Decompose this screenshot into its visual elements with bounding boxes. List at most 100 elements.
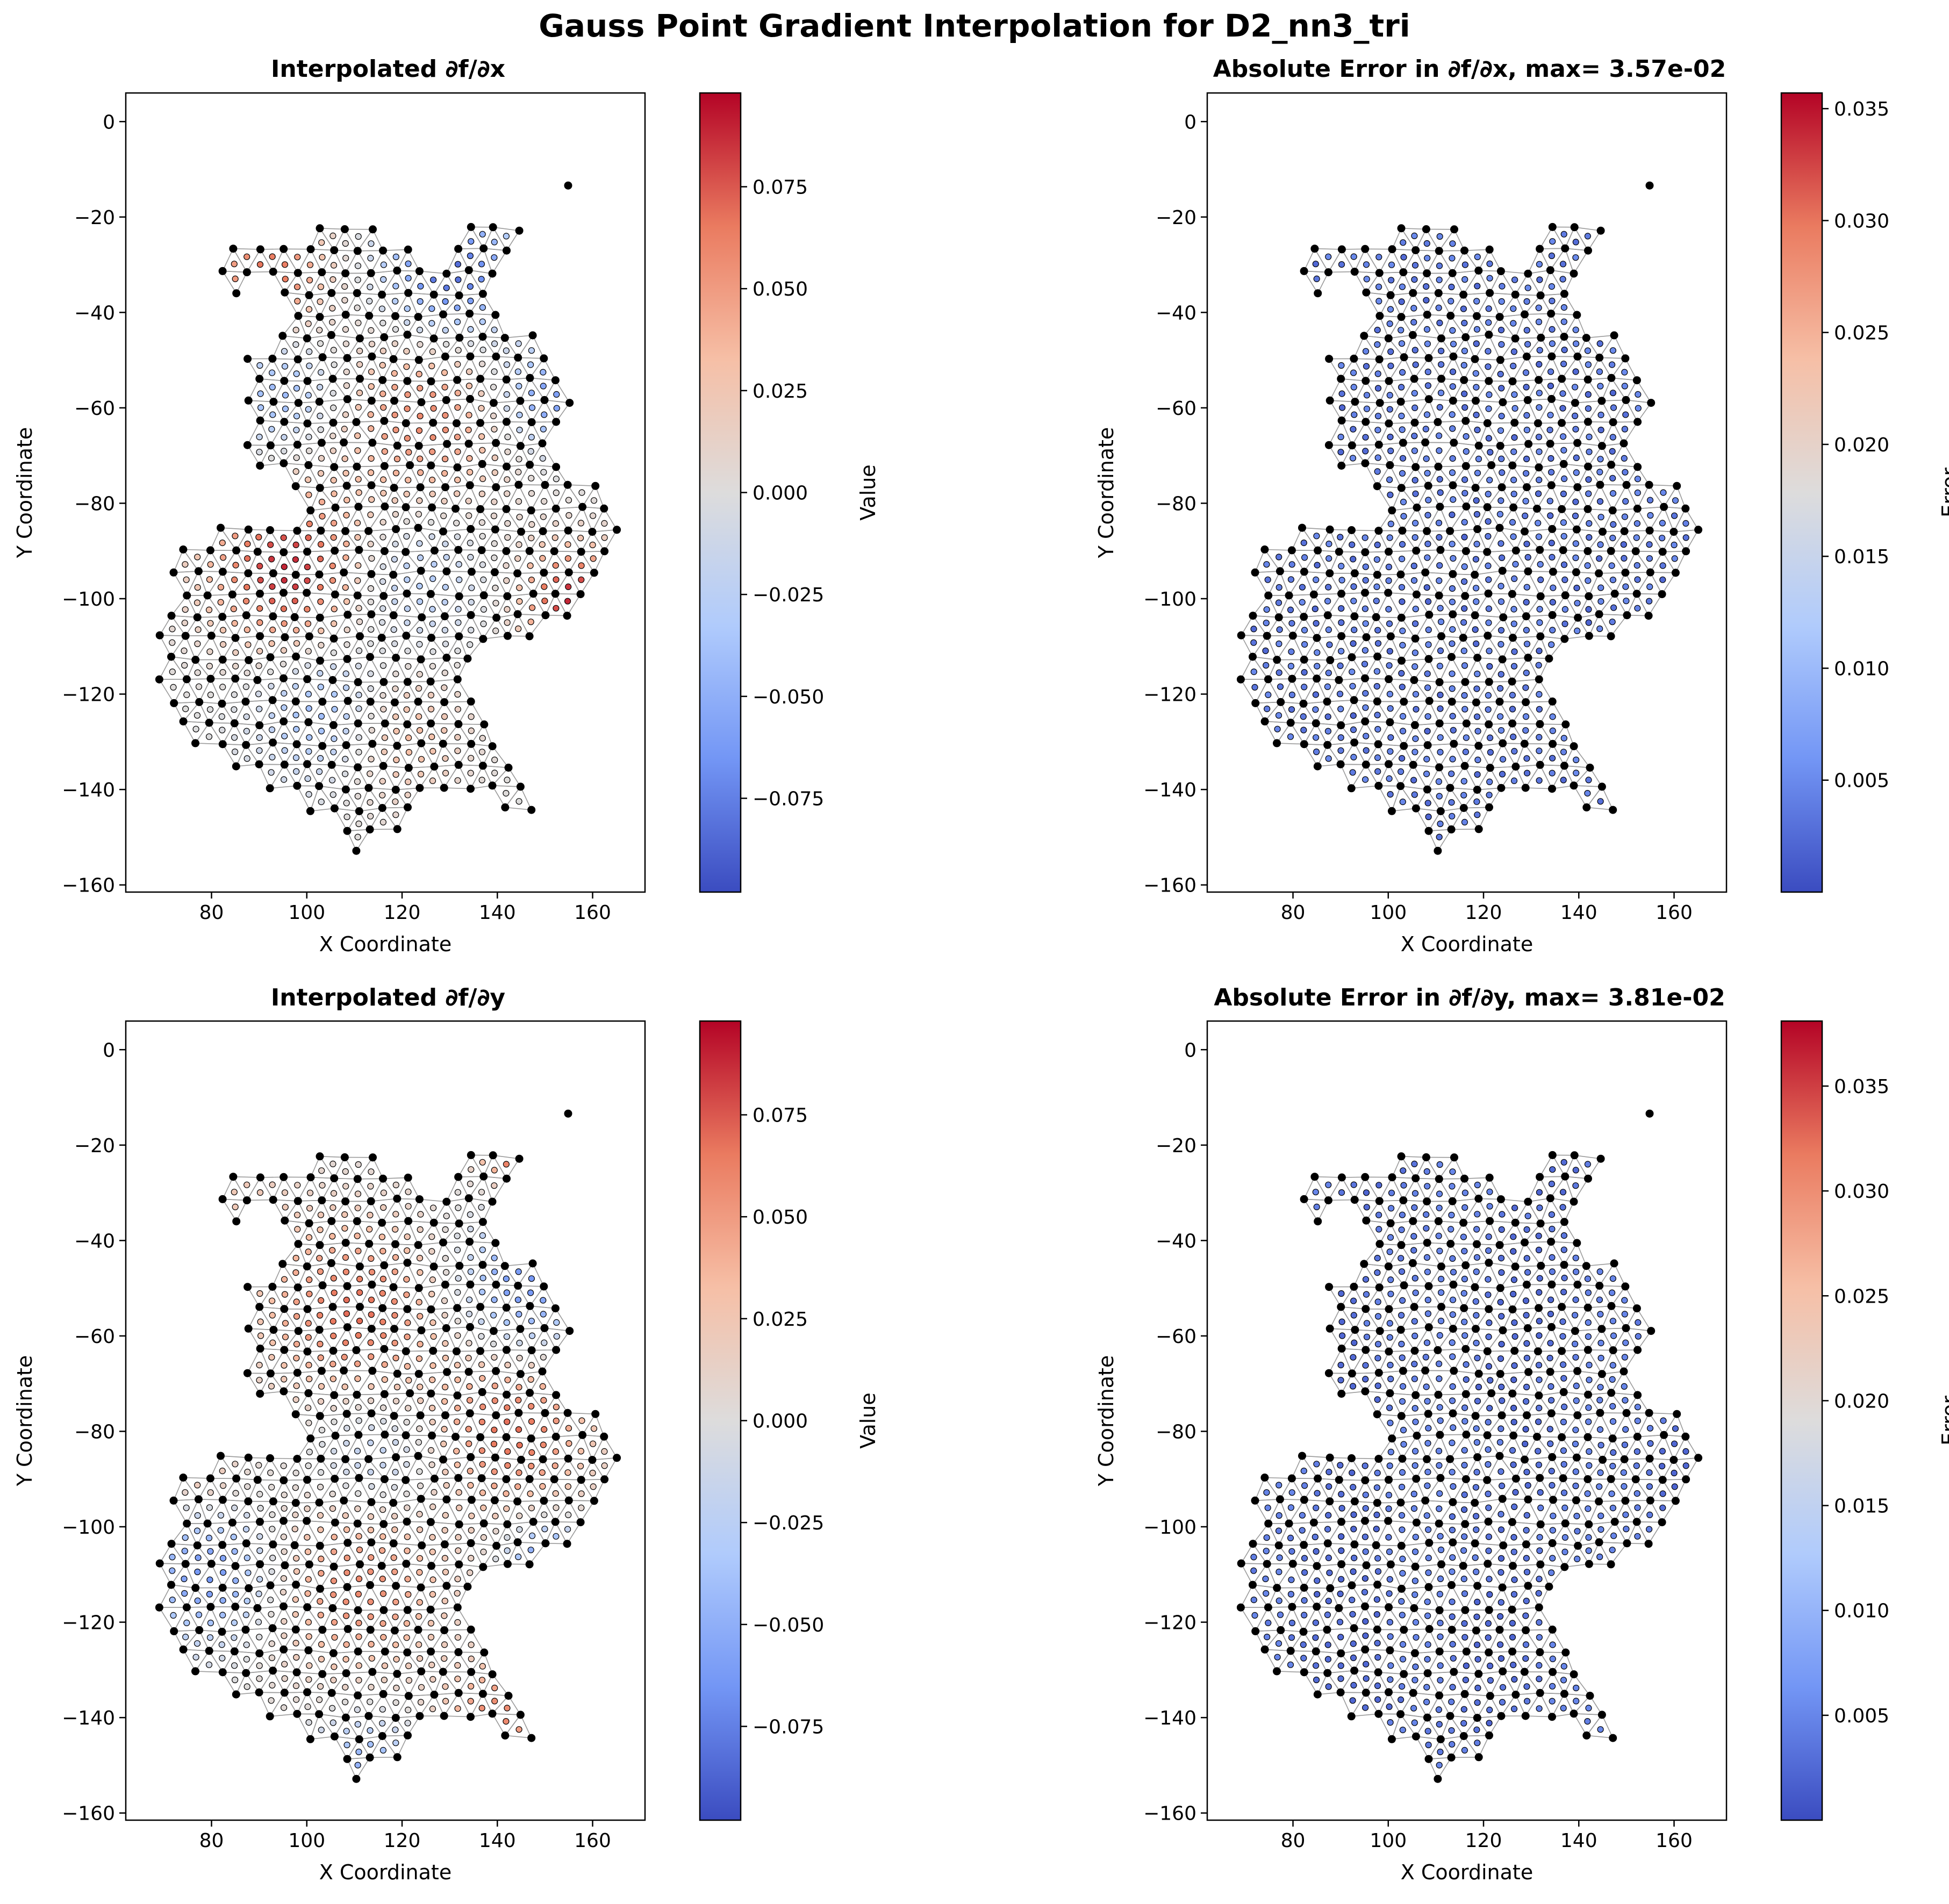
gauss-point: [341, 770, 349, 778]
gauss-point: [478, 1677, 486, 1684]
gauss-point: [318, 1570, 325, 1577]
gauss-point: [330, 1591, 337, 1598]
mesh-node: [341, 785, 350, 794]
gauss-point: [1535, 318, 1543, 326]
gauss-point: [416, 583, 423, 590]
mesh-node: [315, 782, 324, 791]
gauss-point: [306, 1189, 314, 1196]
gauss-point: [1486, 275, 1493, 282]
mesh-node: [551, 505, 560, 513]
colorbar-label: Value: [856, 464, 880, 520]
gauss-point: [306, 1375, 313, 1383]
gauss-point: [1510, 620, 1517, 627]
mesh-node: [1350, 738, 1359, 747]
gauss-point: [1361, 660, 1368, 667]
gauss-point: [194, 1568, 201, 1576]
mesh-node: [331, 590, 339, 599]
mesh-node: [354, 502, 363, 511]
mesh-node: [516, 442, 525, 450]
gauss-point: [540, 469, 547, 476]
gauss-point: [443, 284, 450, 291]
mesh-node: [155, 1559, 164, 1568]
mesh-node: [1508, 677, 1516, 686]
mesh-node: [381, 1431, 389, 1439]
gauss-point: [1659, 562, 1666, 569]
gauss-point: [427, 692, 435, 699]
gauss-point: [1324, 713, 1331, 720]
mesh-node: [206, 546, 214, 555]
mesh-node: [1524, 269, 1532, 278]
gauss-point: [317, 670, 324, 677]
y-tick-label: 0: [103, 111, 115, 133]
gauss-point: [403, 706, 410, 713]
gauss-point: [528, 1332, 536, 1339]
gauss-point: [454, 1634, 462, 1641]
gauss-point: [1585, 619, 1592, 626]
gauss-point: [1450, 727, 1457, 734]
gauss-point: [528, 347, 535, 354]
gauss-point: [1609, 534, 1616, 542]
mesh-node: [303, 1603, 312, 1612]
gauss-point: [1412, 620, 1419, 627]
gauss-point: [367, 1439, 374, 1446]
gauss-point: [306, 1448, 313, 1455]
gauss-point: [491, 469, 498, 476]
mesh-node: [230, 719, 239, 728]
gauss-point: [304, 1548, 312, 1555]
mesh-node: [402, 503, 410, 512]
mesh-node: [1521, 784, 1530, 792]
gauss-point: [367, 1469, 374, 1476]
mesh-node: [1362, 633, 1371, 642]
mesh-triangle: [195, 1563, 224, 1589]
mesh-node: [1483, 548, 1492, 556]
mesh-triangle: [1511, 570, 1542, 597]
gauss-point: [328, 777, 336, 784]
mesh-node: [356, 375, 364, 383]
mesh-node: [1574, 613, 1582, 622]
mesh-node: [1437, 334, 1445, 343]
mesh-nodes: [1236, 181, 1703, 855]
gauss-point: [391, 598, 398, 605]
gauss-point: [1523, 327, 1530, 334]
mesh-node: [256, 1173, 264, 1182]
mesh-node: [291, 697, 300, 706]
mesh-node: [551, 1433, 560, 1441]
gauss-point: [1449, 425, 1456, 432]
gauss-point: [1485, 619, 1492, 626]
mesh-node: [366, 1626, 375, 1634]
gauss-point: [342, 1512, 349, 1519]
gauss-point: [1671, 541, 1678, 549]
mesh-node: [1410, 721, 1419, 729]
mesh-triangle: [505, 1458, 531, 1480]
mesh-node: [1446, 527, 1454, 535]
mesh-node: [403, 1518, 411, 1526]
gauss-point: [305, 491, 312, 498]
gauss-point: [1597, 514, 1604, 521]
gauss-point: [1398, 670, 1405, 677]
mesh-node: [390, 698, 399, 707]
mesh-node: [429, 1262, 438, 1271]
gauss-point: [539, 1469, 546, 1476]
gauss-point: [1399, 642, 1406, 649]
gauss-point: [405, 778, 412, 786]
mesh-node: [268, 696, 277, 705]
mesh-node: [1508, 719, 1517, 728]
gauss-point: [330, 663, 337, 670]
gauss-point: [1388, 277, 1395, 284]
gauss-point: [317, 1268, 324, 1275]
gauss-point: [306, 1662, 313, 1669]
mesh-triangle: [346, 1757, 371, 1780]
gauss-point: [293, 627, 300, 634]
gauss-point: [430, 1333, 437, 1340]
mesh-node: [381, 719, 389, 728]
mesh-node: [465, 310, 474, 318]
gauss-point: [269, 1511, 276, 1518]
mesh-node: [1461, 547, 1470, 555]
gauss-point: [219, 627, 227, 634]
mesh-triangle: [247, 1479, 274, 1502]
y-axis-label: Y Coordinate: [13, 427, 37, 559]
mesh-node: [1483, 503, 1492, 512]
colorbar-tick-label: −0.025: [753, 584, 824, 606]
mesh-node: [1548, 222, 1557, 231]
gauss-point: [379, 347, 387, 355]
